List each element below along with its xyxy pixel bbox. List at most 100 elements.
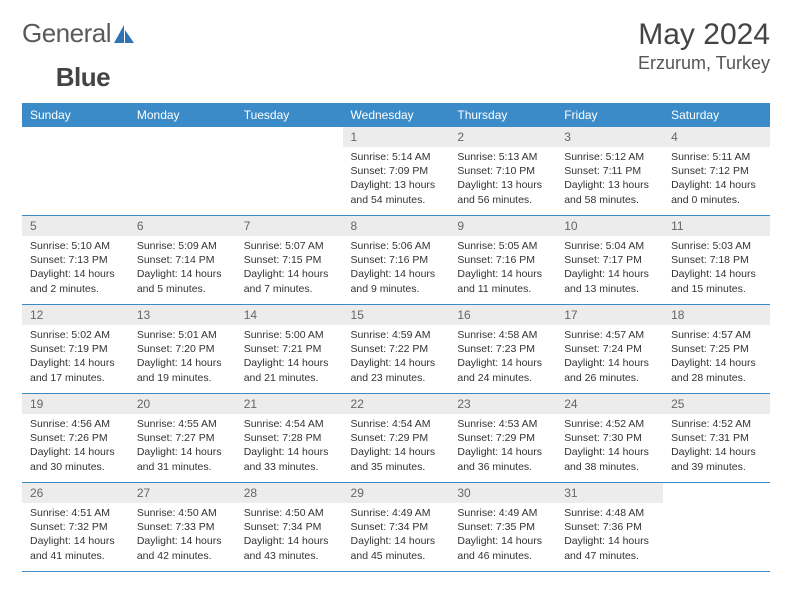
daylight-text: Daylight: 14 hours and 7 minutes. [244,267,335,295]
calendar-day-cell: 31Sunrise: 4:48 AMSunset: 7:36 PMDayligh… [556,483,663,572]
weekday-header: Thursday [449,103,556,127]
sunrise-text: Sunrise: 4:54 AM [244,417,335,431]
daylight-text: Daylight: 14 hours and 9 minutes. [351,267,442,295]
day-number: 9 [449,216,556,236]
daylight-text: Daylight: 14 hours and 24 minutes. [457,356,548,384]
calendar-day-cell: 28Sunrise: 4:50 AMSunset: 7:34 PMDayligh… [236,483,343,572]
calendar-day-cell: 18Sunrise: 4:57 AMSunset: 7:25 PMDayligh… [663,305,770,394]
logo: General [22,18,135,49]
sunset-text: Sunset: 7:31 PM [671,431,762,445]
calendar-day-cell [129,127,236,216]
sunset-text: Sunset: 7:10 PM [457,164,548,178]
calendar-day-cell: 12Sunrise: 5:02 AMSunset: 7:19 PMDayligh… [22,305,129,394]
sunset-text: Sunset: 7:18 PM [671,253,762,267]
sunset-text: Sunset: 7:33 PM [137,520,228,534]
sunset-text: Sunset: 7:27 PM [137,431,228,445]
day-content: Sunrise: 5:01 AMSunset: 7:20 PMDaylight:… [129,325,236,391]
sunset-text: Sunset: 7:17 PM [564,253,655,267]
day-number: 22 [343,394,450,414]
calendar-day-cell: 5Sunrise: 5:10 AMSunset: 7:13 PMDaylight… [22,216,129,305]
sunset-text: Sunset: 7:19 PM [30,342,121,356]
calendar-day-cell: 2Sunrise: 5:13 AMSunset: 7:10 PMDaylight… [449,127,556,216]
day-content: Sunrise: 5:05 AMSunset: 7:16 PMDaylight:… [449,236,556,302]
calendar-day-cell: 13Sunrise: 5:01 AMSunset: 7:20 PMDayligh… [129,305,236,394]
day-number: 4 [663,127,770,147]
day-content: Sunrise: 5:03 AMSunset: 7:18 PMDaylight:… [663,236,770,302]
weekday-header: Friday [556,103,663,127]
calendar-day-cell: 9Sunrise: 5:05 AMSunset: 7:16 PMDaylight… [449,216,556,305]
calendar-day-cell: 17Sunrise: 4:57 AMSunset: 7:24 PMDayligh… [556,305,663,394]
calendar-day-cell: 3Sunrise: 5:12 AMSunset: 7:11 PMDaylight… [556,127,663,216]
sunset-text: Sunset: 7:34 PM [351,520,442,534]
sunrise-text: Sunrise: 4:53 AM [457,417,548,431]
calendar-day-cell: 7Sunrise: 5:07 AMSunset: 7:15 PMDaylight… [236,216,343,305]
day-content: Sunrise: 4:54 AMSunset: 7:29 PMDaylight:… [343,414,450,480]
sunset-text: Sunset: 7:13 PM [30,253,121,267]
sunrise-text: Sunrise: 4:59 AM [351,328,442,342]
sunrise-text: Sunrise: 5:00 AM [244,328,335,342]
sunset-text: Sunset: 7:29 PM [457,431,548,445]
calendar-day-cell: 16Sunrise: 4:58 AMSunset: 7:23 PMDayligh… [449,305,556,394]
sunrise-text: Sunrise: 4:57 AM [564,328,655,342]
daylight-text: Daylight: 13 hours and 58 minutes. [564,178,655,206]
daylight-text: Daylight: 13 hours and 54 minutes. [351,178,442,206]
sunrise-text: Sunrise: 5:06 AM [351,239,442,253]
day-content: Sunrise: 5:00 AMSunset: 7:21 PMDaylight:… [236,325,343,391]
daylight-text: Daylight: 14 hours and 35 minutes. [351,445,442,473]
calendar-table: SundayMondayTuesdayWednesdayThursdayFrid… [22,103,770,572]
daylight-text: Daylight: 14 hours and 38 minutes. [564,445,655,473]
day-number: 16 [449,305,556,325]
day-content: Sunrise: 4:57 AMSunset: 7:24 PMDaylight:… [556,325,663,391]
day-content: Sunrise: 4:59 AMSunset: 7:22 PMDaylight:… [343,325,450,391]
sunrise-text: Sunrise: 5:11 AM [671,150,762,164]
calendar-day-cell: 19Sunrise: 4:56 AMSunset: 7:26 PMDayligh… [22,394,129,483]
calendar-day-cell [22,127,129,216]
daylight-text: Daylight: 14 hours and 41 minutes. [30,534,121,562]
day-number: 8 [343,216,450,236]
weekday-header: Tuesday [236,103,343,127]
calendar-body: 1Sunrise: 5:14 AMSunset: 7:09 PMDaylight… [22,127,770,572]
daylight-text: Daylight: 14 hours and 28 minutes. [671,356,762,384]
day-number: 31 [556,483,663,503]
calendar-day-cell: 1Sunrise: 5:14 AMSunset: 7:09 PMDaylight… [343,127,450,216]
calendar-day-cell: 30Sunrise: 4:49 AMSunset: 7:35 PMDayligh… [449,483,556,572]
day-number: 10 [556,216,663,236]
day-content: Sunrise: 5:10 AMSunset: 7:13 PMDaylight:… [22,236,129,302]
day-number: 20 [129,394,236,414]
daylight-text: Daylight: 14 hours and 47 minutes. [564,534,655,562]
calendar-day-cell: 29Sunrise: 4:49 AMSunset: 7:34 PMDayligh… [343,483,450,572]
day-content: Sunrise: 4:48 AMSunset: 7:36 PMDaylight:… [556,503,663,569]
sunrise-text: Sunrise: 4:48 AM [564,506,655,520]
calendar-day-cell: 25Sunrise: 4:52 AMSunset: 7:31 PMDayligh… [663,394,770,483]
day-number: 26 [22,483,129,503]
day-number: 5 [22,216,129,236]
daylight-text: Daylight: 14 hours and 45 minutes. [351,534,442,562]
calendar-week-row: 19Sunrise: 4:56 AMSunset: 7:26 PMDayligh… [22,394,770,483]
day-content: Sunrise: 4:53 AMSunset: 7:29 PMDaylight:… [449,414,556,480]
sunrise-text: Sunrise: 5:09 AM [137,239,228,253]
calendar-week-row: 12Sunrise: 5:02 AMSunset: 7:19 PMDayligh… [22,305,770,394]
sunrise-text: Sunrise: 5:12 AM [564,150,655,164]
day-number: 14 [236,305,343,325]
sunrise-text: Sunrise: 4:54 AM [351,417,442,431]
daylight-text: Daylight: 14 hours and 46 minutes. [457,534,548,562]
sunrise-text: Sunrise: 5:01 AM [137,328,228,342]
daylight-text: Daylight: 14 hours and 23 minutes. [351,356,442,384]
day-content: Sunrise: 4:50 AMSunset: 7:33 PMDaylight:… [129,503,236,569]
day-number: 24 [556,394,663,414]
sunset-text: Sunset: 7:26 PM [30,431,121,445]
daylight-text: Daylight: 14 hours and 30 minutes. [30,445,121,473]
weekday-header: Sunday [22,103,129,127]
daylight-text: Daylight: 14 hours and 13 minutes. [564,267,655,295]
day-number: 28 [236,483,343,503]
sunrise-text: Sunrise: 4:49 AM [351,506,442,520]
sunset-text: Sunset: 7:16 PM [351,253,442,267]
day-number: 30 [449,483,556,503]
title-block: May 2024 Erzurum, Turkey [638,18,770,74]
calendar-week-row: 26Sunrise: 4:51 AMSunset: 7:32 PMDayligh… [22,483,770,572]
daylight-text: Daylight: 14 hours and 33 minutes. [244,445,335,473]
day-number: 2 [449,127,556,147]
day-number: 18 [663,305,770,325]
sunset-text: Sunset: 7:16 PM [457,253,548,267]
sunset-text: Sunset: 7:23 PM [457,342,548,356]
